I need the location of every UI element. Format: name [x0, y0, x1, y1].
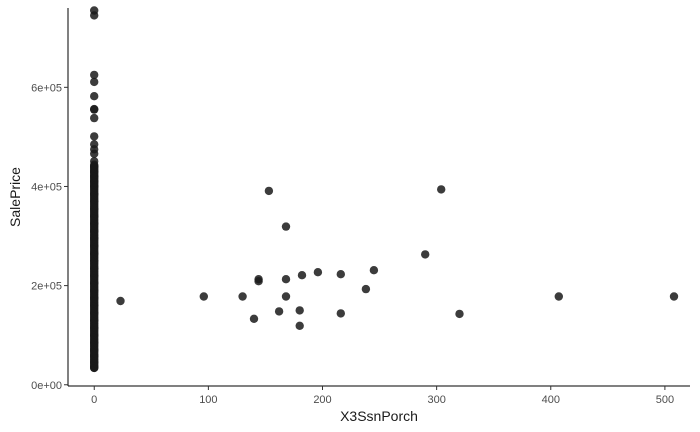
- data-point: [295, 321, 304, 330]
- y-axis-ticks: 0e+00 2e+05 4e+05 6e+05: [31, 82, 68, 392]
- data-point: [199, 292, 208, 301]
- data-point: [116, 296, 125, 306]
- y-tick-label: 4e+05: [31, 181, 62, 193]
- data-point: [274, 307, 284, 316]
- data-point: [369, 266, 379, 275]
- data-point: [281, 222, 291, 231]
- x-tick-label: 100: [199, 394, 217, 406]
- y-axis-title: SalePrice: [7, 167, 23, 227]
- x-axis-ticks: 0 100 200 300 400 500: [91, 386, 674, 406]
- data-point: [336, 270, 345, 279]
- data-point: [238, 292, 247, 301]
- data-point: [249, 314, 259, 323]
- data-point: [264, 186, 274, 196]
- y-tick-label: 0e+00: [31, 380, 62, 392]
- y-tick-label: 2e+05: [31, 281, 62, 293]
- x-axis-title: X3SsnPorch: [340, 408, 418, 424]
- data-point: [90, 149, 99, 158]
- data-point: [281, 275, 291, 284]
- data-point: [90, 11, 99, 20]
- data-point: [421, 250, 430, 259]
- data-point: [554, 292, 563, 301]
- data-point: [90, 77, 99, 87]
- x-tick-label: 200: [313, 394, 331, 406]
- x-tick-label: 300: [427, 394, 445, 406]
- data-point: [254, 277, 263, 286]
- data-point: [90, 92, 99, 101]
- data-point: [455, 309, 464, 319]
- data-point: [297, 271, 307, 280]
- data-point: [281, 292, 291, 301]
- data-point: [361, 284, 371, 294]
- x-tick-label: 500: [656, 394, 674, 406]
- points-layer: [90, 6, 679, 373]
- data-point: [295, 306, 304, 315]
- data-point: [90, 113, 99, 123]
- data-point: [437, 185, 446, 194]
- data-point: [669, 292, 679, 301]
- data-point: [90, 105, 99, 114]
- data-point: [90, 70, 99, 80]
- x-tick-label: 400: [542, 394, 560, 406]
- data-point: [336, 309, 345, 318]
- data-point: [313, 268, 323, 277]
- data-point: [90, 132, 99, 141]
- data-point: [90, 160, 99, 169]
- x-tick-label: 0: [91, 394, 97, 406]
- y-tick-label: 6e+05: [31, 82, 62, 94]
